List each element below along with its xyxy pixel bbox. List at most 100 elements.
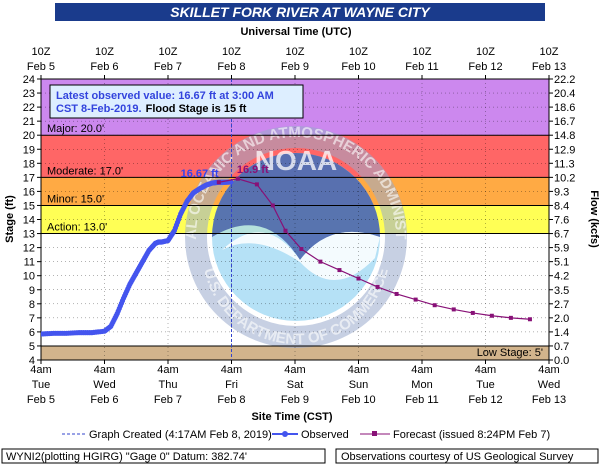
- tick-label-right: 22.2: [554, 74, 575, 86]
- tick-label-bottom: Feb 9: [281, 394, 309, 406]
- latest-value-line2: CST 8-Feb-2019. Flood Stage is 15 ft: [56, 103, 247, 115]
- tick-label-top: 10Z: [476, 46, 495, 58]
- tick-label-top-date: Feb 9: [281, 61, 309, 73]
- forecast-point: [299, 247, 304, 252]
- tick-label-left: 16: [23, 186, 35, 198]
- band-label-moderate: Moderate: 17.0': [47, 165, 123, 177]
- tick-label-bottom: Feb 13: [532, 394, 566, 406]
- forecast-point: [283, 228, 288, 233]
- forecast-point: [394, 291, 399, 296]
- legend: Graph Created (4:17AM Feb 8, 2019) Obser…: [62, 429, 550, 441]
- forecast-point: [375, 284, 380, 289]
- forecast-point: [432, 303, 437, 308]
- band-labels: Major: 20.0' Moderate: 17.0' Minor: 15.0' A…: [47, 123, 543, 359]
- data-series: [41, 176, 532, 337]
- tick-label-right: 2.0: [554, 313, 569, 325]
- tick-label-left: 4: [29, 355, 35, 367]
- tick-label-bottom: 4am: [221, 364, 242, 376]
- tick-label-left: 13: [23, 229, 35, 241]
- left-axis: 4 5 6 7 8 9 10 11 12 13 14 15 16 17 18 19 20 21 22 23 24: [23, 74, 41, 367]
- forecast-point: [318, 259, 323, 264]
- latest-value-box: Latest observed value: 16.67 ft at 3:00 …: [49, 84, 304, 119]
- tick-label-right: 5.1: [554, 257, 569, 269]
- y-axis-title-right: Flow (kcfs): [588, 190, 600, 248]
- tick-label-left: 5: [29, 341, 35, 353]
- band-label-major: Major: 20.0': [47, 123, 104, 135]
- forecast-point: [270, 203, 275, 208]
- tick-label-bottom: 4am: [157, 364, 178, 376]
- legend-graph-created: Graph Created (4:17AM Feb 8, 2019): [89, 429, 272, 441]
- tick-label-right: 8.4: [554, 200, 569, 212]
- tick-label-top: 10Z: [286, 46, 305, 58]
- tick-label-right: 5.9: [554, 243, 569, 255]
- tick-label-left: 24: [23, 74, 35, 86]
- footer: WYNI2(plotting HGIRG) "Gage 0" Datum: 38…: [1, 448, 599, 464]
- top-axis: 10Z Feb 5 10Z Feb 6 10Z Feb 7 10Z Feb 8 10Z Feb 9…: [27, 46, 566, 79]
- tick-label-bottom: 4am: [284, 364, 305, 376]
- legend-observed: Observed: [301, 429, 349, 441]
- tick-label-bottom: Sat: [287, 379, 304, 391]
- tick-label-bottom: Feb 11: [405, 394, 438, 406]
- right-axis: 22.2 20.4 18.6 16.7 14.8 12.9 11.3 10.2 9.3 8.4 7.…: [549, 74, 575, 367]
- tick-label-bottom: 4am: [411, 364, 432, 376]
- tick-label-right: 20.4: [554, 88, 575, 100]
- tick-label-bottom: 4am: [475, 364, 496, 376]
- tick-label-left: 15: [23, 200, 35, 212]
- tick-label-left: 9: [29, 285, 35, 297]
- tick-label-bottom: 4am: [538, 364, 559, 376]
- tick-label-top: 10Z: [540, 46, 559, 58]
- forecast-point: [489, 313, 494, 318]
- tick-label-bottom: 4am: [348, 364, 369, 376]
- band-label-low: Low Stage: 5': [477, 347, 543, 359]
- forecast-point: [508, 315, 513, 320]
- tick-label-left: 11: [24, 257, 35, 269]
- tick-label-right: 0.7: [554, 341, 569, 353]
- tick-label-bottom: Feb 6: [90, 394, 118, 406]
- tick-label-top-date: Feb 6: [90, 61, 118, 73]
- tick-label-bottom: Feb 12: [468, 394, 502, 406]
- tick-label-top: 10Z: [32, 46, 51, 58]
- observed-value-annotation: 16.67 ft: [181, 168, 219, 180]
- tick-label-left: 21: [23, 116, 35, 128]
- tick-label-right: 0.0: [554, 355, 569, 367]
- tick-label-right: 16.7: [554, 116, 575, 128]
- band-label-minor: Minor: 15.0': [47, 193, 104, 205]
- footer-credit: Observations courtesy of US Geological S…: [341, 451, 574, 463]
- latest-value-line1: Latest observed value: 16.67 ft at 3:00 …: [56, 90, 274, 102]
- title-bar: [55, 3, 545, 21]
- legend-forecast: Forecast (issued 8:24PM Feb 7): [393, 429, 550, 441]
- tick-label-left: 12: [23, 243, 35, 255]
- tick-label-bottom: Thu: [159, 379, 178, 391]
- chart-title: SKILLET FORK RIVER AT WAYNE CITY: [170, 4, 431, 20]
- tick-label-bottom: Wed: [538, 379, 560, 391]
- tick-label-right: 10.2: [554, 172, 575, 184]
- tick-label-right: 12.9: [554, 144, 575, 156]
- tick-label-right: 7.6: [554, 215, 569, 227]
- tick-label-left: 20: [23, 130, 35, 142]
- tick-label-right: 11.3: [554, 158, 575, 170]
- tick-label-left: 22: [23, 102, 35, 114]
- tick-label-right: 6.7: [554, 229, 569, 241]
- tick-label-right: 2.7: [554, 299, 569, 311]
- tick-label-bottom: Feb 5: [27, 394, 55, 406]
- tick-label-right: 9.3: [554, 186, 569, 198]
- tick-label-left: 6: [29, 327, 35, 339]
- tick-label-right: 14.8: [554, 130, 575, 142]
- band-label-action: Action: 13.0': [47, 222, 107, 234]
- tick-label-bottom: Sun: [349, 379, 369, 391]
- tick-label-bottom: 4am: [30, 364, 51, 376]
- forecast-point: [413, 297, 418, 302]
- tick-label-top-date: Feb 12: [468, 61, 502, 73]
- footer-datum: WYNI2(plotting HGIRG) "Gage 0" Datum: 38…: [6, 451, 247, 463]
- tick-label-left: 19: [23, 144, 35, 156]
- tick-label-bottom: Tue: [32, 379, 51, 391]
- y-axis-title-left: Stage (ft): [4, 195, 16, 243]
- tick-label-top: 10Z: [222, 46, 241, 58]
- tick-label-right: 1.4: [554, 327, 569, 339]
- band-low: [41, 345, 549, 360]
- tick-label-top: 10Z: [349, 46, 368, 58]
- tick-label-top-date: Feb 5: [27, 61, 55, 73]
- forecast-point: [451, 307, 456, 312]
- tick-label-left: 18: [23, 158, 35, 170]
